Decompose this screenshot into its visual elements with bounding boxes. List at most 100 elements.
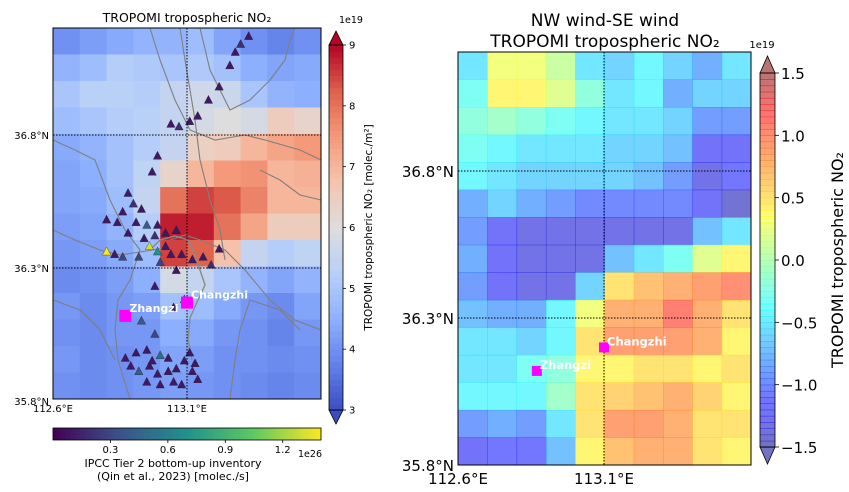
left-cbar-segment bbox=[329, 166, 343, 174]
right-cell bbox=[604, 244, 635, 273]
right-cell bbox=[633, 79, 664, 108]
right-cell bbox=[663, 272, 693, 301]
boundary-line bbox=[229, 299, 301, 400]
boundary-line bbox=[52, 229, 166, 256]
left-cell bbox=[106, 319, 134, 347]
right-cbar-segment bbox=[760, 122, 775, 130]
left-cell bbox=[213, 266, 242, 294]
left-cbar-segment bbox=[329, 343, 343, 350]
inventory-cbar-segment bbox=[99, 428, 104, 440]
left-cell bbox=[53, 54, 81, 82]
left-cell bbox=[240, 54, 268, 82]
left-cbar-segment bbox=[329, 349, 343, 356]
right-cell bbox=[604, 354, 635, 383]
left-cell bbox=[294, 372, 322, 400]
left-cell bbox=[79, 54, 108, 82]
right-cbar-tick-label: 1.5 bbox=[781, 65, 805, 83]
right-cbar-tick-label: 0.0 bbox=[781, 252, 805, 270]
right-cell bbox=[721, 409, 752, 438]
left-cbar-segment bbox=[329, 361, 343, 369]
right-cell bbox=[663, 134, 693, 163]
boundary-line bbox=[52, 139, 141, 400]
inventory-cbar-segment bbox=[86, 428, 91, 440]
right-cell bbox=[458, 107, 488, 136]
right-cbar-segment bbox=[760, 203, 775, 211]
left-heatmap bbox=[53, 28, 322, 400]
city-label: Zhangzi bbox=[540, 358, 591, 372]
right-cities: Changzhi Zhangzi bbox=[531, 334, 667, 376]
left-cell bbox=[106, 134, 134, 161]
left-ytick-label: 36.8°N bbox=[14, 131, 49, 142]
right-cell bbox=[516, 189, 547, 218]
left-cbar-tick-label: 5 bbox=[349, 284, 355, 295]
right-cbar-segment bbox=[760, 409, 775, 417]
emission-source-marker bbox=[145, 361, 154, 370]
emission-source-marker bbox=[147, 355, 157, 365]
left-cell bbox=[79, 240, 108, 267]
left-cbar-segment bbox=[329, 221, 343, 229]
left-cbar-segment bbox=[329, 130, 343, 137]
inventory-cbar-segment bbox=[140, 428, 145, 440]
inventory-cbar-multiplier: 1e26 bbox=[298, 449, 322, 460]
left-cbar-segment bbox=[329, 148, 343, 156]
right-cell bbox=[487, 299, 518, 328]
right-title-line2: TROPOMI tropospheric NO₂ bbox=[489, 32, 719, 52]
inventory-cbar-segment bbox=[160, 428, 165, 440]
left-cbar-segment bbox=[329, 184, 343, 192]
inventory-cbar-tick-label: 0.6 bbox=[160, 445, 176, 456]
emission-source-marker bbox=[169, 377, 179, 386]
right-cell bbox=[633, 299, 664, 328]
emission-source-marker bbox=[190, 358, 200, 367]
left-cell bbox=[240, 134, 268, 161]
left-cell bbox=[79, 213, 108, 241]
inventory-cbar-segment bbox=[193, 428, 198, 440]
left-cbar-segment bbox=[329, 245, 343, 253]
inventory-cbar-segment bbox=[53, 428, 57, 440]
emission-source-marker bbox=[171, 363, 181, 373]
inventory-cbar-segment bbox=[96, 428, 101, 440]
left-cell bbox=[267, 28, 295, 55]
right-cell bbox=[487, 134, 518, 163]
emission-source-marker bbox=[110, 249, 120, 258]
left-xtick-label: 112.6°E bbox=[33, 404, 73, 415]
inventory-colorbar: 0.3 0.6 0.9 1.2 1e26 IPCC Tier 2 bottom-up in… bbox=[52, 427, 322, 483]
left-gridlines bbox=[53, 28, 321, 399]
right-cell bbox=[633, 52, 664, 81]
right-cell bbox=[458, 437, 488, 466]
right-cell bbox=[516, 299, 547, 328]
emission-source-marker bbox=[102, 246, 112, 256]
boundary-line bbox=[199, 27, 296, 111]
right-cell bbox=[458, 217, 488, 246]
left-cbar-segment bbox=[329, 75, 343, 83]
right-cell bbox=[721, 437, 752, 466]
left-cell bbox=[133, 160, 161, 188]
boundary-line bbox=[149, 27, 322, 161]
left-cbar-tick-label: 4 bbox=[349, 345, 355, 356]
inventory-cbar-segment bbox=[79, 428, 84, 440]
right-cell bbox=[487, 437, 518, 466]
left-cell bbox=[267, 372, 295, 400]
left-cell bbox=[267, 107, 295, 135]
left-cbar-segment bbox=[329, 99, 343, 107]
right-cbar-segment bbox=[760, 216, 775, 224]
right-cell bbox=[487, 189, 518, 218]
emission-source-marker bbox=[112, 217, 122, 226]
emission-source-marker bbox=[161, 228, 171, 237]
left-cbar-segment bbox=[329, 355, 343, 362]
right-cell bbox=[692, 272, 723, 301]
right-cbar-segment bbox=[760, 228, 775, 236]
inventory-cbar-segment bbox=[260, 428, 265, 440]
right-cell bbox=[516, 437, 547, 466]
city-label: Zhangzi bbox=[129, 302, 178, 315]
left-cell bbox=[213, 213, 242, 241]
inventory-cbar-segment bbox=[250, 428, 255, 440]
left-cbar-multiplier: 1e19 bbox=[339, 15, 363, 26]
right-cell bbox=[545, 437, 576, 466]
right-cell bbox=[516, 79, 547, 108]
emission-source-marker bbox=[163, 366, 173, 375]
inventory-cbar-segment bbox=[106, 428, 111, 440]
right-cell bbox=[663, 327, 693, 356]
inventory-cbar-segment bbox=[197, 428, 201, 440]
inventory-cbar-segment bbox=[254, 428, 258, 440]
